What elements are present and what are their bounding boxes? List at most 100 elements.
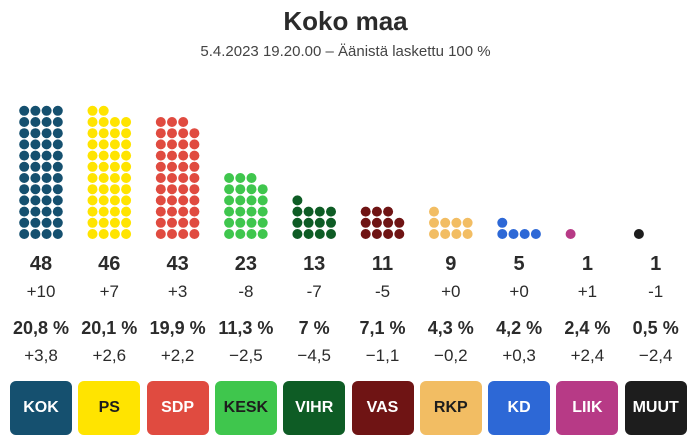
seat-dot-sdp (178, 173, 189, 183)
seat-count-vas: 11 (371, 253, 394, 275)
seat-dot-kesk (224, 229, 235, 239)
vote-change-kesk: −2,5 (229, 346, 263, 365)
seat-dot-ps (87, 184, 98, 195)
seat-dot-vihr (303, 206, 314, 217)
seat-dot-rkp (429, 217, 439, 228)
seat-dot-ps (98, 206, 109, 217)
seat-dot-kok (30, 139, 41, 150)
seat-dot-sdp (189, 128, 200, 139)
seat-dot-sdp (155, 229, 166, 239)
seat-dot-ps (109, 128, 120, 139)
seat-dot-kesk (224, 217, 235, 228)
vote-change-kd: +0,3 (502, 346, 536, 365)
seat-dot-vas (394, 229, 405, 239)
vote-change-rkp: −0,2 (434, 346, 468, 365)
seat-dot-vihr (292, 217, 303, 228)
seat-dot-vas (394, 217, 405, 228)
seat-dot-kesk (246, 195, 257, 206)
seat-dot-kok (30, 206, 41, 217)
seat-dot-ps (98, 195, 109, 206)
party-badge-kesk[interactable]: KESK (214, 381, 277, 435)
seat-dot-rkp (440, 217, 451, 228)
seat-dot-sdp (155, 117, 166, 127)
seat-change-muut: -1 (648, 282, 664, 301)
seat-dot-kesk (246, 229, 257, 239)
seat-dot-kok (52, 117, 63, 127)
seat-dot-ps (87, 117, 98, 127)
seat-dot-ps (109, 229, 120, 239)
seat-dot-kok (52, 217, 63, 228)
vote-share-kd: 4,2 % (496, 318, 543, 338)
seat-dot-sdp (155, 217, 166, 228)
seat-dot-kesk (224, 184, 235, 195)
seat-dot-kesk (235, 195, 246, 206)
seat-dot-sdp (178, 184, 189, 195)
seat-dot-sdp (167, 206, 177, 217)
vote-share-liik: 2,4 % (564, 318, 611, 338)
seat-dot-kok (19, 150, 30, 161)
seat-dot-ps (87, 139, 98, 150)
seat-dot-ps (109, 117, 120, 127)
seat-dot-ps (98, 161, 109, 172)
seat-dot-sdp (167, 117, 177, 127)
seat-dot-ps (121, 229, 132, 239)
seat-dot-kesk (246, 173, 257, 183)
seat-dot-kok (19, 139, 30, 150)
seat-dot-ps (121, 206, 132, 217)
seat-dot-vihr (292, 206, 303, 217)
seat-dot-kok (30, 229, 41, 239)
seat-dot-vihr (303, 229, 314, 239)
seat-dot-kok (52, 139, 63, 150)
seat-dot-sdp (189, 217, 200, 228)
seat-dot-sdp (178, 195, 189, 206)
seat-dot-sdp (155, 161, 166, 172)
seat-dot-kd (497, 217, 508, 228)
seat-dot-kok (52, 105, 63, 116)
vote-change-liik: +2,4 (570, 346, 605, 365)
seat-count-ps: 46 (98, 253, 121, 275)
seat-dot-sdp (155, 150, 166, 161)
seat-dot-kd (530, 229, 541, 239)
party-badge-sdp[interactable]: SDP (146, 381, 209, 435)
seat-dot-sdp (178, 150, 189, 161)
vote-share-vihr: 7 % (298, 318, 330, 338)
seat-dot-ps (121, 150, 132, 161)
seat-dot-kok (52, 229, 63, 239)
vote-change-ps: +2,6 (92, 346, 127, 365)
seat-dot-vas (371, 229, 382, 239)
party-badge-rkp[interactable]: RKP (419, 381, 482, 435)
seat-dot-ps (98, 173, 109, 183)
seat-dot-vas (383, 206, 394, 217)
seat-dot-kesk (224, 173, 235, 183)
seat-dot-ps (87, 217, 98, 228)
seat-dot-kesk (257, 184, 268, 195)
seat-dot-ps (109, 217, 120, 228)
party-badge-ps[interactable]: PS (78, 381, 141, 435)
seat-dot-vas (360, 217, 371, 228)
party-badge-kok[interactable]: KOK (10, 381, 72, 435)
seat-dot-ps (121, 195, 132, 206)
party-badge-muut[interactable]: MUUT (624, 381, 687, 435)
vote-share-sdp: 19,9 % (149, 318, 206, 338)
party-badge-vas[interactable]: VAS (351, 381, 414, 435)
seat-change-ps: +7 (99, 282, 119, 301)
party-badge-kd[interactable]: KD (488, 381, 551, 435)
seat-dot-kd (497, 229, 508, 239)
seat-dot-kok (41, 105, 52, 116)
seat-dot-kesk (257, 217, 268, 228)
party-badge-vihr[interactable]: VIHR (283, 381, 346, 435)
seat-dot-ps (109, 161, 120, 172)
seat-count-sdp: 43 (166, 253, 189, 275)
seat-dot-ps (121, 117, 132, 127)
seat-dot-ps (87, 105, 98, 116)
seat-dot-sdp (155, 195, 166, 206)
seat-dot-sdp (189, 139, 200, 150)
seat-dot-kok (41, 161, 52, 172)
seat-dot-ps (121, 217, 132, 228)
seat-dot-ps (87, 173, 98, 183)
seat-dot-ps (121, 184, 132, 195)
party-badge-liik[interactable]: LIIK (556, 381, 619, 435)
seat-dot-kok (30, 150, 41, 161)
seat-dot-sdp (178, 139, 189, 150)
